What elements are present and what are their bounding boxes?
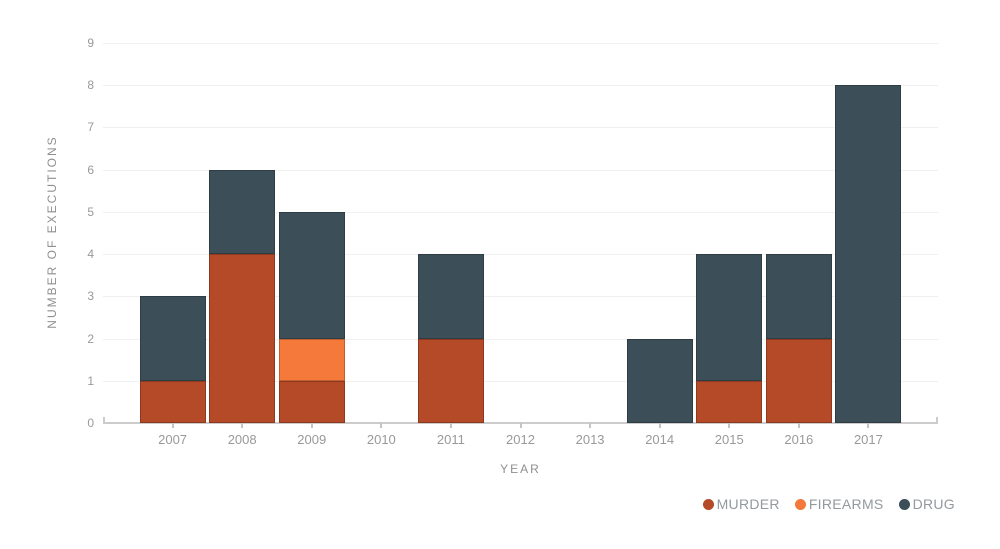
y-tick-label-2: 2 [87,331,94,346]
y-tick-label-0: 0 [87,416,94,430]
gridline-y2 [103,338,938,340]
bar-segment-drug-2017[interactable] [835,85,902,423]
legend-swatch-murder [702,498,714,510]
x-tick-label-2008: 2008 [227,432,257,447]
legend-swatch-drug [898,498,910,510]
x-tick-mark-2017 [867,423,870,428]
bar-segment-murder-2015[interactable] [696,380,763,423]
legend-item-murder[interactable]: MURDER [702,496,780,512]
legend-label-firearms: FIREARMS [808,496,884,512]
y-tick-label-9: 9 [87,36,94,50]
y-tick-label-8: 8 [87,78,94,93]
y-tick-label-5: 5 [87,204,94,219]
x-tick-mark-2008 [241,423,244,428]
x-tick-mark-2011 [449,423,452,428]
x-tick-mark-2016 [797,423,800,428]
x-tick-mark-2007 [171,423,174,428]
y-tick-label-1: 1 [87,373,94,388]
y-tick-label-6: 6 [87,162,94,177]
bar-segment-drug-2011[interactable] [417,254,484,339]
legend: MURDER FIREARMS DRUG [702,496,955,512]
bar-segment-firearms-2009[interactable] [278,338,345,381]
x-axis-start-cap [103,417,105,423]
legend-item-firearms[interactable]: FIREARMS [794,496,884,512]
x-axis-title: YEAR [500,462,541,476]
gridline-y1 [103,380,938,382]
gridline-y9 [103,43,938,44]
gridline-y7 [103,127,938,129]
bar-segment-murder-2008[interactable] [209,254,276,423]
x-tick-label-2007: 2007 [158,432,188,447]
y-axis-title: NUMBER OF EXECUTIONS [45,135,59,329]
bar-segment-drug-2016[interactable] [765,254,832,339]
legend-label-murder: MURDER [716,496,780,512]
x-tick-label-2017: 2017 [853,432,883,447]
bar-segment-murder-2016[interactable] [765,338,832,423]
x-tick-mark-2013 [589,423,592,428]
x-tick-mark-2012 [519,423,522,428]
plot-area: 2007 2008 2009 2010 2011 2012 2013 2014 2015 2016… [103,43,938,447]
x-tick-label-2014: 2014 [645,432,675,447]
x-tick-mark-2009 [310,423,313,428]
gridline-y3 [103,296,938,298]
y-tick-label-3: 3 [87,289,94,304]
gridline-y6 [103,169,938,171]
gridline-y5 [103,211,938,213]
x-axis-end-cap [936,417,938,423]
legend-label-drug: DRUG [912,496,955,512]
x-tick-mark-2010 [380,423,383,428]
legend-swatch-firearms [794,498,806,510]
x-tick-label-2015: 2015 [714,432,744,447]
gridline-y4 [103,254,938,256]
y-tick-label-4: 4 [87,247,94,262]
bar-segment-drug-2009[interactable] [278,211,345,339]
x-tick-label-2009: 2009 [297,432,327,447]
bar-segment-murder-2007[interactable] [139,380,206,423]
x-tick-label-2013: 2013 [575,432,605,447]
x-tick-label-2012: 2012 [506,432,535,447]
x-tick-mark-2014 [658,423,661,428]
x-tick-label-2011: 2011 [436,432,465,447]
y-tick-label-7: 7 [87,120,94,135]
bar-segment-drug-2015[interactable] [696,254,763,381]
bar-segment-drug-2007[interactable] [139,296,206,381]
legend-item-drug[interactable]: DRUG [898,496,955,512]
bar-segment-murder-2011[interactable] [417,338,484,423]
x-tick-mark-2015 [728,423,731,428]
bar-segment-drug-2014[interactable] [626,338,693,423]
x-tick-label-2016: 2016 [784,432,814,447]
bar-segment-drug-2008[interactable] [209,169,276,255]
x-tick-label-2010: 2010 [366,432,396,447]
bar-segment-murder-2009[interactable] [278,380,345,423]
gridline-y8 [103,85,938,87]
